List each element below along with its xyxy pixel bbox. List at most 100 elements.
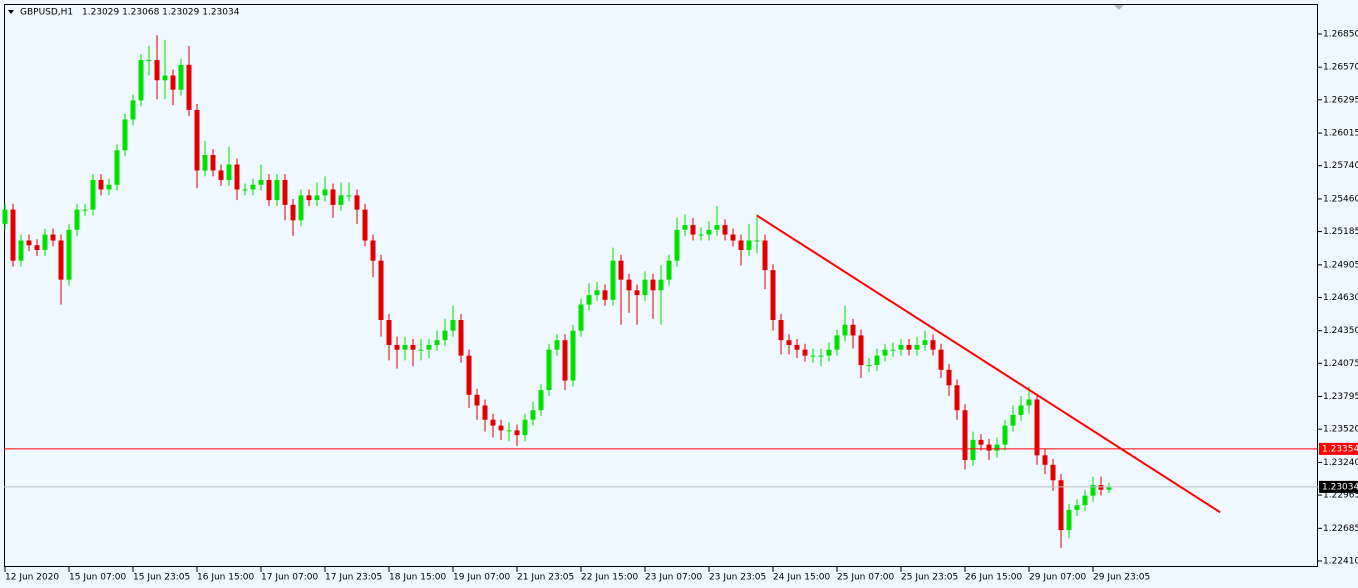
candle-body bbox=[858, 335, 864, 366]
x-tick-label: 29 Jun 07:00 bbox=[1029, 573, 1086, 583]
candle-body bbox=[842, 324, 848, 336]
candle-body bbox=[386, 320, 392, 345]
candle-body bbox=[58, 240, 64, 280]
candle-body bbox=[338, 195, 344, 205]
candle-body bbox=[1034, 399, 1040, 456]
x-tick-label: 26 Jun 15:00 bbox=[965, 573, 1022, 583]
candle-body bbox=[498, 425, 504, 431]
candle-body bbox=[778, 320, 784, 341]
candle-body bbox=[434, 340, 440, 345]
candle-body bbox=[154, 60, 160, 81]
candle-body bbox=[426, 344, 432, 350]
candle-body bbox=[890, 349, 896, 351]
candle-body bbox=[122, 119, 128, 151]
candle-body bbox=[514, 430, 520, 436]
candle-body bbox=[946, 369, 952, 386]
candle-body bbox=[458, 320, 464, 356]
candle-body bbox=[298, 195, 304, 221]
candle-body bbox=[906, 344, 912, 350]
x-tick-label: 25 Jun 07:00 bbox=[837, 573, 894, 583]
candle-body bbox=[362, 209, 368, 241]
candle-body bbox=[10, 209, 16, 261]
candle-body bbox=[834, 335, 840, 350]
x-tick-label: 21 Jun 23:05 bbox=[517, 573, 574, 583]
candle-body bbox=[786, 340, 792, 345]
candle-body bbox=[754, 240, 760, 242]
candle-body bbox=[922, 340, 928, 345]
candle-body bbox=[306, 195, 312, 201]
candle-body bbox=[546, 349, 552, 391]
candle-body bbox=[730, 234, 736, 241]
shift-marker bbox=[1114, 5, 1124, 10]
candle-body bbox=[226, 164, 232, 180]
candle-body bbox=[290, 204, 296, 221]
candle-body bbox=[442, 330, 448, 341]
candle-body bbox=[634, 290, 640, 296]
candle-body bbox=[986, 444, 992, 451]
candle-body bbox=[794, 344, 800, 350]
candle-body bbox=[690, 225, 696, 235]
y-tick-label: 1.25740 bbox=[1323, 161, 1358, 171]
x-tick-label: 23 Jun 23:05 bbox=[709, 573, 766, 583]
candle-body bbox=[42, 234, 48, 250]
candle-body bbox=[674, 229, 680, 261]
candle-body bbox=[850, 324, 856, 336]
candle-body bbox=[738, 240, 744, 250]
x-tick-label: 23 Jun 07:00 bbox=[645, 573, 702, 583]
candle-body bbox=[970, 439, 976, 461]
candle-body bbox=[410, 344, 416, 350]
y-tick-label: 1.22685 bbox=[1323, 524, 1358, 534]
candle-body bbox=[186, 64, 192, 110]
y-tick-label: 1.22410 bbox=[1323, 556, 1358, 566]
candle-body bbox=[714, 225, 720, 230]
candle-body bbox=[722, 225, 728, 235]
candle-body bbox=[882, 349, 888, 356]
candle-body bbox=[234, 164, 240, 190]
candle-body bbox=[658, 279, 664, 291]
candle-body bbox=[698, 234, 704, 236]
x-tick-label: 17 Jun 07:00 bbox=[261, 573, 318, 583]
candle-body bbox=[522, 419, 528, 436]
candle-body bbox=[578, 304, 584, 331]
y-tick-label: 1.26850 bbox=[1323, 29, 1358, 39]
candle-body bbox=[50, 234, 56, 241]
candle-body bbox=[978, 439, 984, 445]
y-tick-label: 1.23795 bbox=[1323, 392, 1358, 402]
candle-body bbox=[202, 155, 208, 171]
candle-body bbox=[146, 60, 152, 62]
x-tick-label: 29 Jun 23:05 bbox=[1093, 573, 1150, 583]
candle-body bbox=[610, 260, 616, 300]
x-tick-label: 15 Jun 23:05 bbox=[133, 573, 190, 583]
candle-body bbox=[250, 184, 256, 190]
candle-body bbox=[626, 279, 632, 291]
candle-body bbox=[650, 279, 656, 291]
candle-body bbox=[402, 344, 408, 350]
candle-body bbox=[98, 179, 104, 190]
candle-body bbox=[602, 290, 608, 300]
candle-body bbox=[530, 410, 536, 420]
candle-body bbox=[1106, 487, 1112, 490]
candle-body bbox=[762, 240, 768, 271]
candle-body bbox=[394, 344, 400, 350]
x-tick-label: 16 Jun 15:00 bbox=[197, 573, 254, 583]
y-tick-label: 1.26015 bbox=[1323, 129, 1358, 139]
candle-body bbox=[802, 349, 808, 356]
y-tick-label: 1.22965 bbox=[1323, 491, 1358, 501]
candle-body bbox=[1090, 484, 1096, 496]
candle-body bbox=[34, 245, 40, 250]
x-tick-label: 25 Jun 23:05 bbox=[901, 573, 958, 583]
symbol: GBPUSD,H1 bbox=[20, 8, 73, 18]
candle-body bbox=[682, 225, 688, 230]
candle-body bbox=[450, 320, 456, 331]
x-tick-label: 17 Jun 23:05 bbox=[325, 573, 382, 583]
x-tick-label: 15 Jun 07:00 bbox=[69, 573, 126, 583]
candle-body bbox=[962, 410, 968, 461]
candle-body bbox=[346, 195, 352, 197]
candle-body bbox=[482, 405, 488, 420]
menu-arrow[interactable] bbox=[8, 10, 14, 14]
candle-body bbox=[506, 430, 512, 432]
candle-body bbox=[1066, 509, 1072, 531]
candle-body bbox=[466, 355, 472, 395]
